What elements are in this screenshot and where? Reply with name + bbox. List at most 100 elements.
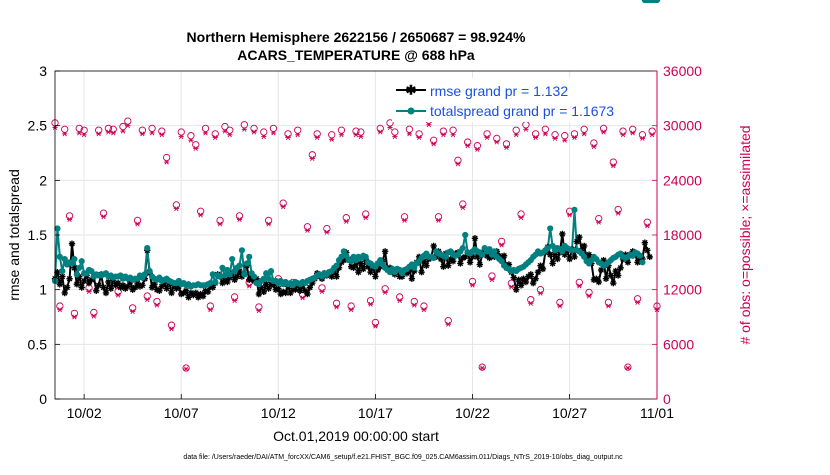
obs-assimilated-point [319, 289, 325, 294]
obs-assimilated-point [508, 284, 514, 290]
obs-possible-point [609, 158, 617, 166]
spread-point [260, 275, 267, 282]
obs-possible-point [405, 125, 414, 133]
rmse-point-stroke [154, 286, 160, 293]
obs-assimilated-stroke [62, 131, 67, 137]
rmse-point [139, 282, 146, 289]
obs-possible-point [643, 218, 651, 226]
rmse-point-stroke [540, 266, 546, 272]
obs-assimilated-stroke [572, 135, 577, 140]
rmse-point [532, 275, 539, 282]
rmse-point [551, 251, 559, 258]
obs-assimilated-point [649, 132, 655, 138]
obs-assimilated-stroke [368, 301, 373, 307]
obs-assimilated-stroke [446, 321, 451, 327]
obs-assimilated-point [625, 365, 631, 371]
obs-possible-point [488, 272, 496, 280]
rmse-point-stroke [302, 287, 308, 294]
y2-tick-label: 18000 [663, 227, 702, 243]
spread-point [568, 247, 576, 254]
rmse-point-stroke [642, 239, 648, 246]
rmse-point-stroke [530, 280, 536, 286]
x-tick-label: 10/12 [261, 405, 296, 421]
obs-assimilated-point [217, 221, 223, 227]
rmse-point [63, 284, 71, 291]
rmse-point-stroke [209, 284, 216, 291]
obs-assimilated-stroke [169, 326, 174, 332]
obs-assimilated-stroke [91, 313, 96, 319]
obs-assimilated-point [261, 134, 267, 140]
rmse-point-stroke [566, 256, 573, 262]
obs-assimilated-point [367, 301, 374, 307]
spread-point [73, 271, 80, 278]
obs-assimilated-stroke [247, 283, 252, 289]
rmse-point-stroke [260, 289, 267, 295]
obs-assimilated-stroke [514, 132, 519, 138]
obs-possible-point [629, 125, 637, 133]
obs-assimilated-point [494, 139, 500, 145]
rmse-point-stroke [603, 275, 609, 282]
obs-assimilated-point [591, 144, 597, 150]
obs-assimilated-stroke [315, 135, 320, 140]
rmse-point-stroke [93, 287, 100, 294]
obs-assimilated-point [639, 135, 646, 141]
obs-assimilated-stroke [552, 135, 558, 141]
x-tick-label: 11/01 [640, 405, 674, 421]
obs-possible-point [604, 298, 613, 307]
rmse-point-stroke [549, 260, 556, 267]
obs-assimilated-stroke [543, 131, 548, 137]
rmse-point-stroke [457, 260, 464, 267]
spread-point [338, 253, 345, 260]
x-tick-label: 10/07 [164, 405, 199, 421]
obs-possible-point [163, 153, 171, 162]
obs-assimilated-stroke [484, 135, 490, 140]
obs-possible-point [449, 126, 457, 134]
obs-assimilated-stroke [295, 132, 300, 138]
spread-point [219, 264, 226, 271]
obs-assimilated-stroke [528, 300, 533, 306]
obs-assimilated-stroke [179, 134, 184, 140]
rmse-point [287, 289, 294, 297]
obs-assimilated-point [115, 292, 121, 298]
rmse-point-stroke [532, 275, 539, 282]
spread-point [212, 278, 219, 286]
y-tick-label: 0 [39, 391, 47, 407]
obs-assimilated-stroke [198, 212, 203, 218]
obs-possible-point [148, 124, 156, 133]
rmse-point-stroke [360, 266, 367, 272]
obs-assimilated-point [431, 141, 437, 147]
rmse-point-stroke [472, 235, 478, 242]
obs-possible-point [129, 304, 137, 312]
obs-assimilated-stroke [135, 221, 140, 227]
obs-assimilated-stroke [188, 137, 194, 143]
spread-point [544, 245, 551, 252]
obs-assimilated-stroke [140, 131, 145, 137]
rmse-point-stroke [518, 282, 524, 289]
rmse-point-stroke [197, 291, 204, 297]
obs-assimilated-point [600, 129, 607, 135]
spread-point [430, 254, 437, 262]
obs-assimilated-stroke [334, 304, 339, 310]
rmse-point [185, 294, 192, 301]
rmse-point [471, 235, 479, 242]
rmse-point [168, 289, 175, 297]
rmse-point-stroke [265, 285, 272, 292]
rmse-point-stroke [234, 273, 240, 280]
chart-title-line2: ACARS_TEMPERATURE @ 688 hPa [237, 47, 475, 63]
obs-possible-point [143, 292, 151, 300]
obs-assimilated-point [503, 145, 510, 151]
obs-assimilated-point [91, 313, 97, 319]
spread-point [547, 225, 554, 232]
obs-assimilated-stroke [373, 323, 378, 329]
rmse-point [306, 284, 314, 291]
obs-assimilated-stroke [460, 205, 465, 211]
legend-box [392, 78, 646, 122]
spread-point [56, 253, 63, 260]
obs-assimilated-point [207, 307, 213, 313]
rmse-point-stroke [263, 281, 269, 287]
rmse-point-stroke [595, 279, 602, 285]
rmse-point-stroke [307, 284, 313, 291]
rmse-point-stroke [132, 284, 138, 291]
obs-assimilated-point [236, 217, 243, 222]
rmse-point-stroke [421, 258, 427, 265]
